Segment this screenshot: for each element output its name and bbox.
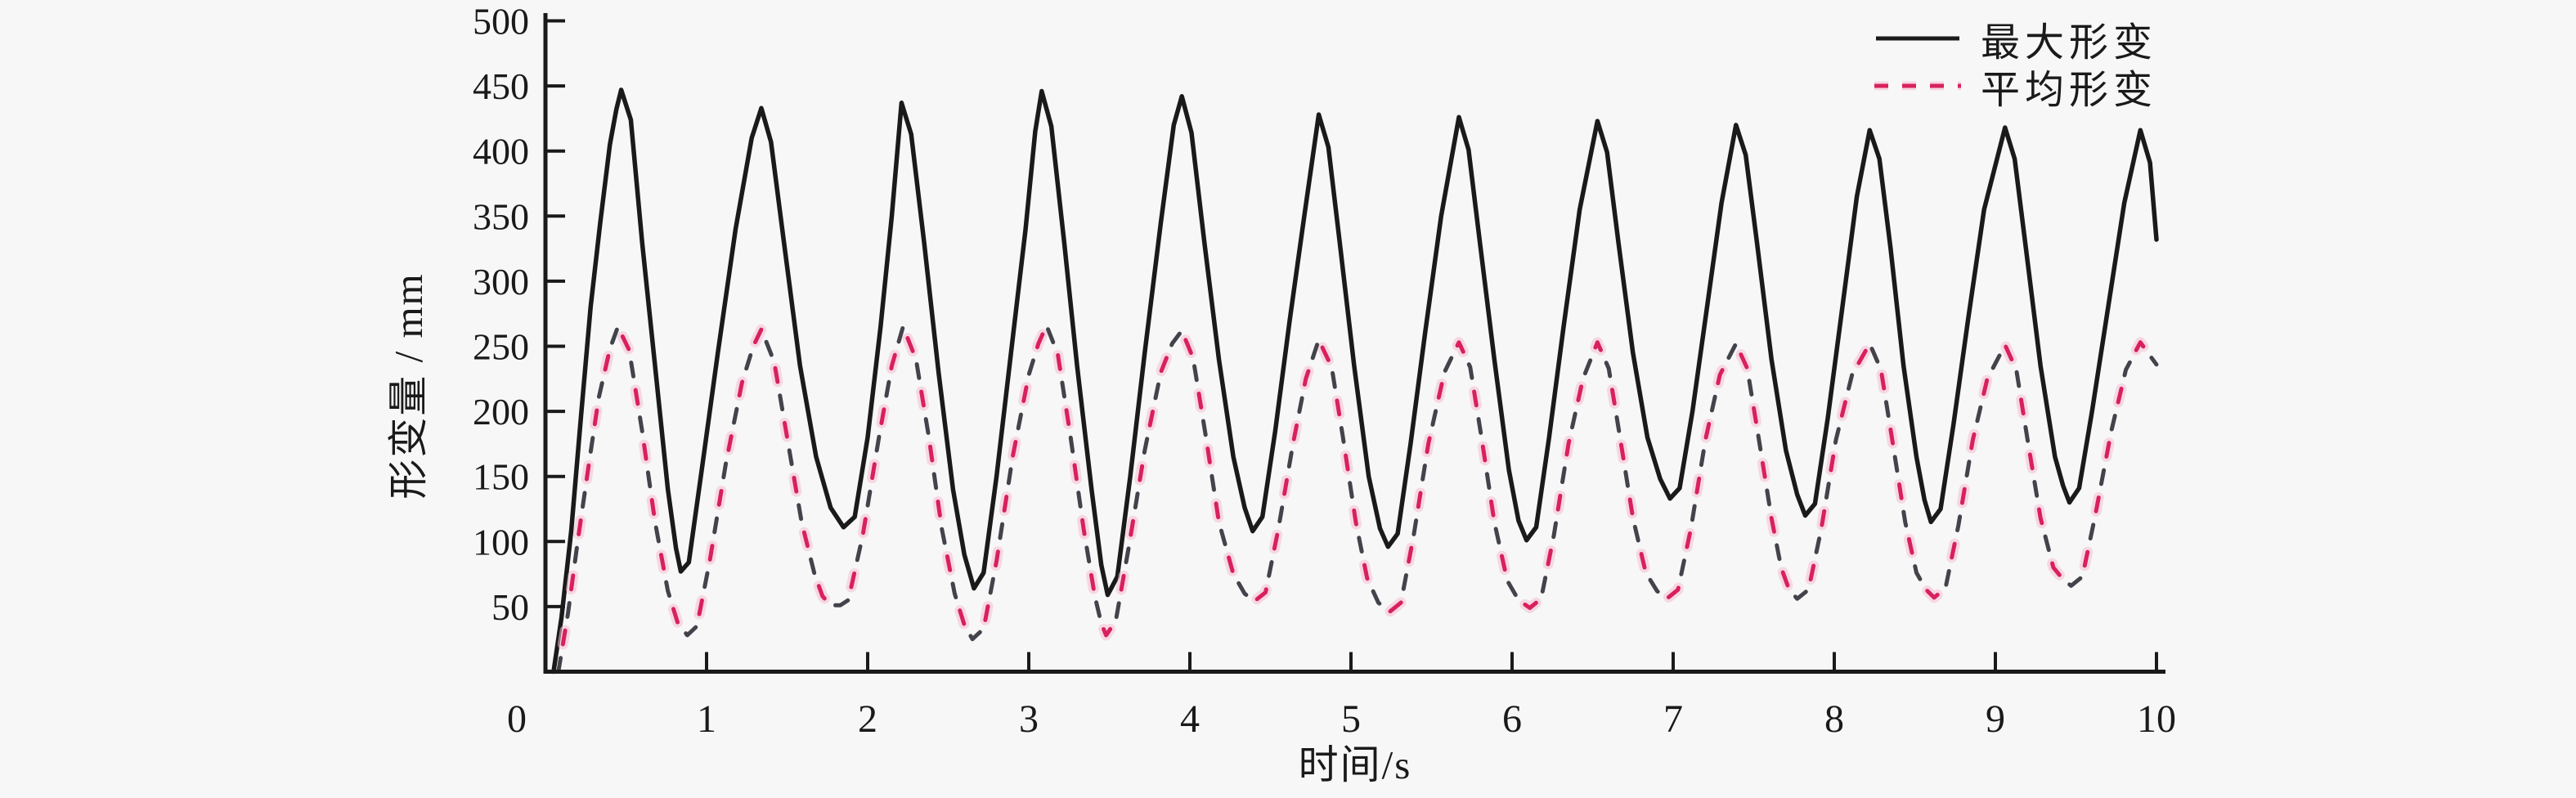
legend-line-dashed [1874,81,1961,91]
x-tick-group: 0 1 2 3 4 5 6 7 8 9 10 [507,652,2176,741]
y-axis-title: 形变量 / mm [386,272,431,499]
legend-label-max-deformation: 最大形变 [1981,21,2158,65]
x-tick-label: 8 [1824,697,1844,741]
legend-label-avg-deformation: 平均形变 [1981,69,2158,112]
x-tick-label: 9 [1986,697,2005,741]
y-tick-label: 350 [473,195,529,237]
y-tick-label: 100 [473,521,529,563]
x-tick-label: 7 [1663,697,1683,741]
x-tick-label: 6 [1502,697,1522,741]
x-tick-label: 10 [2137,697,2176,741]
x-tick-label: 4 [1180,697,1200,741]
y-tick-label: 200 [473,391,529,433]
y-tick-label: 150 [473,456,529,498]
y-tick-label: 50 [491,586,529,628]
legend-item-max-deformation: 最大形变 [1874,18,2157,65]
y-tick-label: 400 [473,131,529,173]
y-tick-label: 250 [473,326,529,368]
axes [543,13,2165,674]
y-tick-label: 500 [473,1,529,43]
y-tick-label: 300 [473,261,529,303]
y-tick-group: 50 100 150 200 250 300 350 400 450 500 [473,1,565,628]
x-tick-label: 5 [1341,697,1361,741]
x-tick-label: 3 [1019,697,1039,741]
legend-item-avg-deformation: 平均形变 [1874,65,2157,112]
legend: 最大形变 平均形变 [1874,18,2157,112]
x-axis-title: 时间/s [1299,742,1412,787]
legend-line-solid [1876,36,1959,41]
x-tick-label: 1 [697,697,716,741]
x-tick-label: 2 [858,697,877,741]
series-group [551,87,2162,677]
x-tick-label: 0 [507,697,527,741]
series-line-avg-deformation [556,323,2159,674]
y-tick-label: 450 [473,65,529,107]
series-line-max-deformation [551,87,2159,675]
